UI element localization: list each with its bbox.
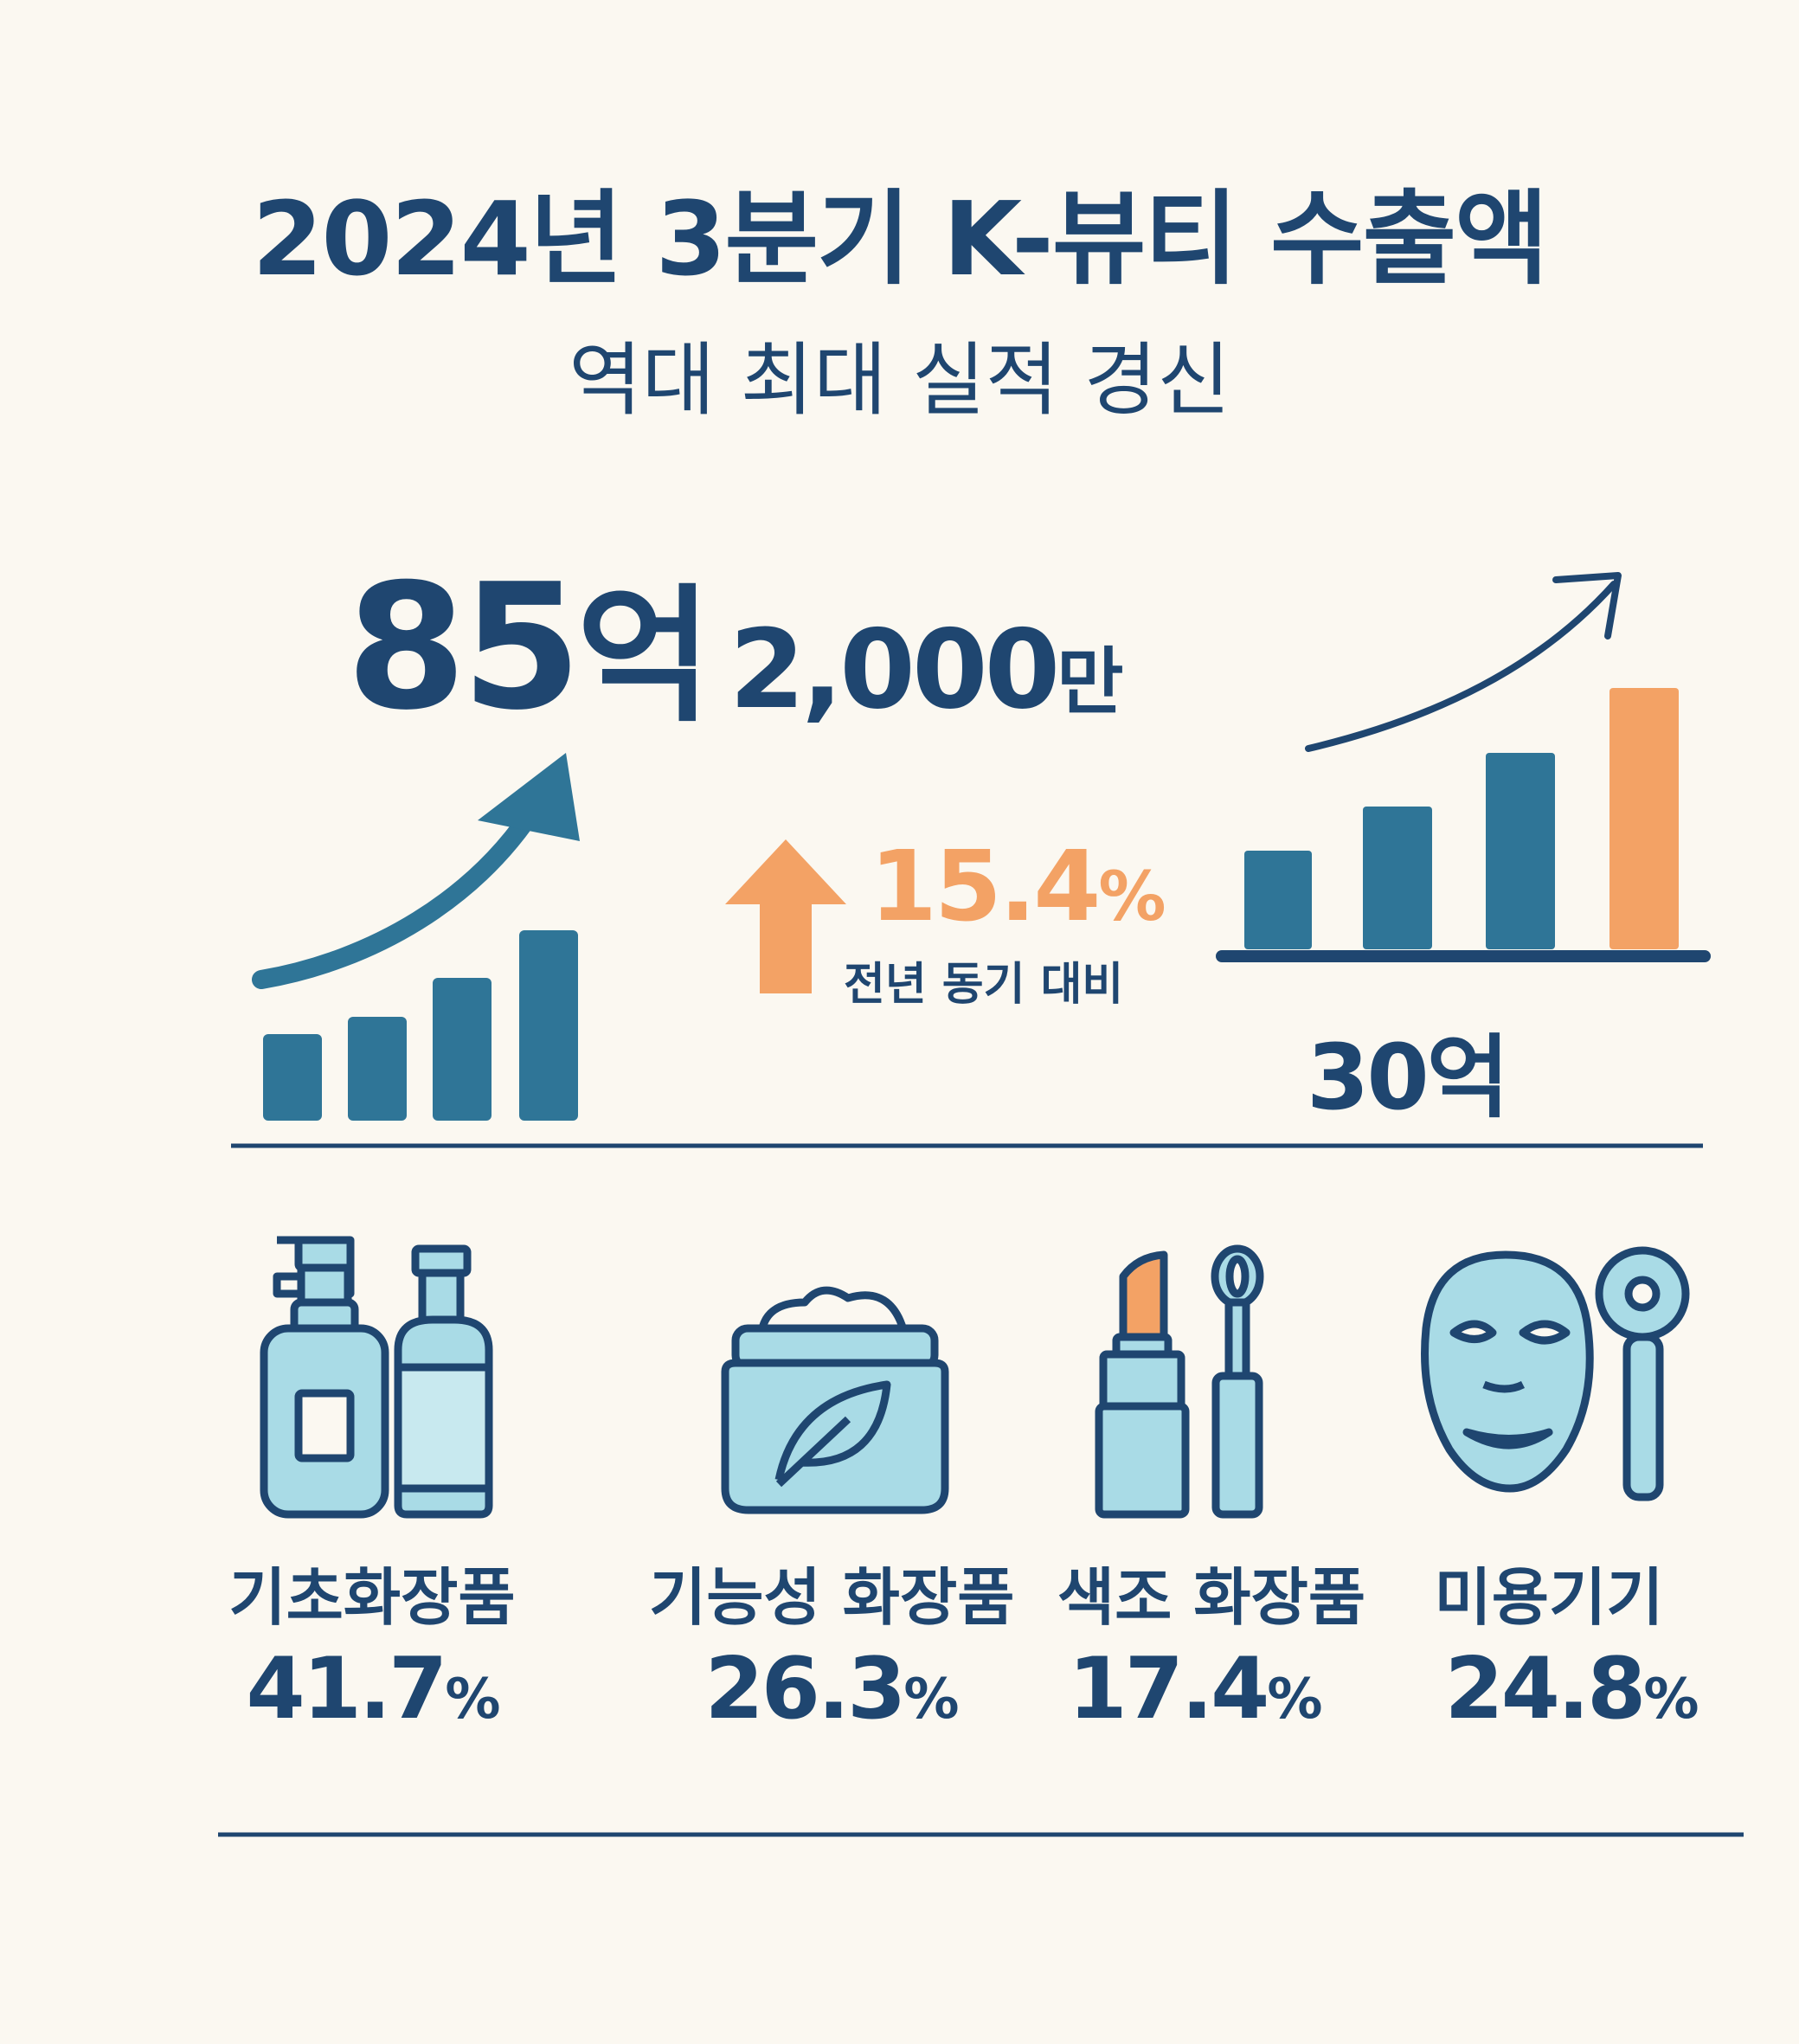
chart-bar-2 bbox=[1363, 807, 1432, 949]
up-arrow-icon bbox=[725, 839, 846, 993]
page-subtitle: 역대 최대 실적 경신 bbox=[569, 334, 1230, 427]
category-name-devices: 미용기기 bbox=[1434, 1561, 1664, 1634]
category-percent-makeup: 17.4% bbox=[1068, 1640, 1323, 1739]
amount-main-unit: 억 bbox=[576, 571, 712, 742]
lipstick-icon bbox=[1095, 1244, 1264, 1519]
growth-bar-3 bbox=[433, 978, 492, 1121]
export-amount: 85억 2,000만 bbox=[346, 537, 1124, 749]
chart-bar-1 bbox=[1244, 851, 1312, 949]
amount-sub: 2,000 bbox=[729, 606, 1061, 733]
chart-bar-4 bbox=[1609, 688, 1679, 949]
growth-percent-unit: % bbox=[1098, 858, 1166, 936]
growth-bar-1 bbox=[263, 1034, 322, 1121]
category-name-skincare: 기초화장품 bbox=[228, 1561, 516, 1634]
category-percent-skincare: 41.7% bbox=[246, 1640, 501, 1739]
chart-bar-3 bbox=[1486, 753, 1555, 949]
amount-main: 85 bbox=[346, 547, 581, 749]
divider-top bbox=[231, 1143, 1703, 1148]
chart-label: 30억 bbox=[1307, 1025, 1509, 1130]
category-percent-functional: 26.3% bbox=[704, 1640, 960, 1739]
category-name-functional: 기능성 화장품 bbox=[649, 1561, 1015, 1634]
growth-percent-value: 15.4 bbox=[870, 831, 1101, 943]
growth-bar-2 bbox=[348, 1017, 407, 1121]
cream-jar-icon bbox=[721, 1286, 949, 1514]
trend-arrow bbox=[1305, 581, 1617, 752]
category-percent-devices: 24.8% bbox=[1444, 1640, 1699, 1739]
page-title: 2024년 3분기 K-뷰티 수출액 bbox=[252, 179, 1548, 299]
growth-arrow-head bbox=[478, 753, 580, 841]
skincare-bottles-icon bbox=[260, 1236, 493, 1519]
category-name-makeup: 색조 화장품 bbox=[1057, 1561, 1366, 1634]
growth-bars-icon bbox=[252, 753, 580, 1121]
face-mask-device-icon bbox=[1421, 1246, 1690, 1501]
growth-arrow-line bbox=[252, 795, 546, 989]
growth-caption: 전년 동기 대비 bbox=[844, 959, 1124, 1011]
growth-bar-4 bbox=[519, 930, 578, 1121]
growth-percent: 15.4% bbox=[870, 831, 1166, 943]
divider-bottom bbox=[218, 1832, 1744, 1837]
amount-sub-unit: 만 bbox=[1057, 640, 1124, 724]
bar-chart-graphic bbox=[1216, 572, 1711, 962]
trend-arrow-head bbox=[1552, 572, 1622, 640]
